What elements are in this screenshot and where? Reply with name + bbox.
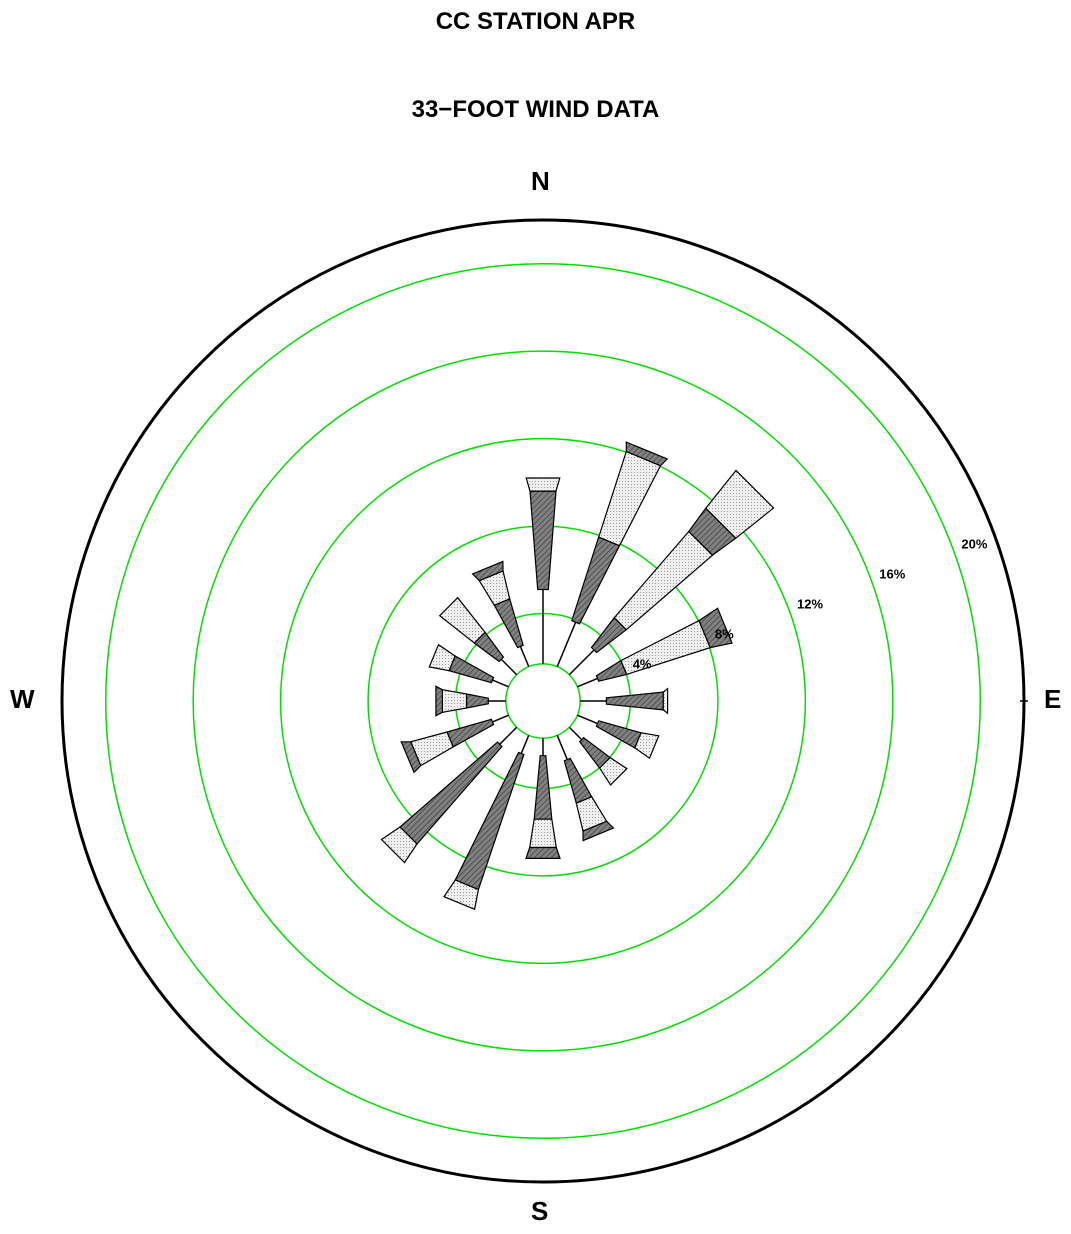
segment-e-1	[605, 691, 664, 711]
segment-nne-3	[625, 441, 669, 467]
segment-wnw-2	[428, 643, 456, 672]
bars-layer	[380, 441, 775, 911]
compass-north-label: N	[531, 166, 550, 196]
calm-circle	[505, 663, 581, 739]
segment-sse-1	[563, 757, 593, 805]
segment-w-1	[465, 693, 489, 709]
segment-nne-2	[597, 450, 662, 547]
direction-bar-nne	[556, 441, 669, 667]
ring-16	[192, 350, 894, 1052]
ring-12	[279, 437, 807, 965]
compass-south-label: S	[531, 1196, 549, 1226]
segment-ne-4	[704, 469, 775, 540]
segment-ne-0	[568, 649, 595, 676]
direction-bar-w	[435, 685, 506, 717]
segment-nne-1	[571, 536, 621, 625]
segment-wsw-0	[492, 714, 509, 723]
segment-ssw-0	[520, 735, 530, 754]
direction-bar-sw	[380, 726, 518, 864]
segment-n-2	[525, 477, 561, 492]
segment-wnw-1	[448, 655, 495, 684]
direction-bar-nnw	[471, 560, 530, 667]
segment-n-1	[529, 490, 557, 591]
segment-ese-0	[577, 714, 598, 725]
segment-w-2	[441, 688, 468, 714]
segment-sw-0	[499, 726, 518, 745]
ring-label-8: 8%	[715, 626, 734, 641]
ring-20	[104, 262, 982, 1140]
compass-east-label: E	[1044, 684, 1062, 714]
direction-bar-ne	[568, 469, 775, 676]
segment-nne-0	[556, 621, 577, 667]
ring-label-16: 16%	[879, 567, 905, 582]
segment-ene-0	[577, 677, 598, 688]
direction-bar-wnw	[428, 643, 509, 688]
direction-bar-wsw	[400, 714, 509, 774]
segment-ene-3	[698, 607, 733, 649]
segment-nnw-0	[519, 646, 530, 667]
segment-ese-2	[634, 732, 660, 760]
segment-sse-0	[556, 735, 568, 760]
chart-title: CC STATION APR	[435, 8, 636, 35]
segment-ssw-2	[443, 879, 480, 911]
direction-bar-ese	[577, 714, 660, 760]
segment-se-0	[568, 726, 583, 741]
direction-bar-sse	[556, 735, 615, 842]
direction-bar-nw	[438, 596, 518, 676]
segment-s-3	[525, 846, 561, 860]
segment-s-1	[533, 755, 553, 820]
segment-se-2	[598, 756, 628, 786]
segment-nw-2	[438, 596, 486, 644]
segment-sse-3	[582, 820, 615, 842]
ring-label-20: 20%	[961, 537, 987, 552]
segment-wnw-0	[492, 679, 509, 688]
direction-bar-s	[525, 738, 561, 860]
segment-ne-2	[613, 530, 714, 631]
segment-sw-2	[380, 826, 418, 864]
segment-nnw-3	[471, 560, 504, 582]
direction-bar-ssw	[443, 735, 530, 911]
rings-layer	[60, 218, 1028, 1184]
segment-nnw-1	[493, 597, 524, 649]
segment-wsw-1	[446, 718, 495, 748]
segment-s-2	[528, 818, 558, 849]
ring-label-12: 12%	[797, 597, 823, 612]
ring-label-4: 4%	[633, 656, 652, 671]
direction-bar-n	[525, 477, 561, 664]
chart-subtitle: 33−FOOT WIND DATA	[411, 96, 660, 123]
segment-w-3	[435, 685, 443, 717]
direction-bar-e	[580, 687, 669, 715]
segment-nw-0	[500, 658, 518, 676]
direction-bar-ene	[577, 607, 733, 688]
segment-e-2	[662, 687, 669, 715]
compass-west-label: W	[10, 684, 35, 714]
segment-wsw-3	[400, 741, 422, 774]
direction-bar-se	[568, 726, 628, 786]
ring-labels-layer: 4% 8% 12% 16% 20%	[633, 537, 988, 672]
